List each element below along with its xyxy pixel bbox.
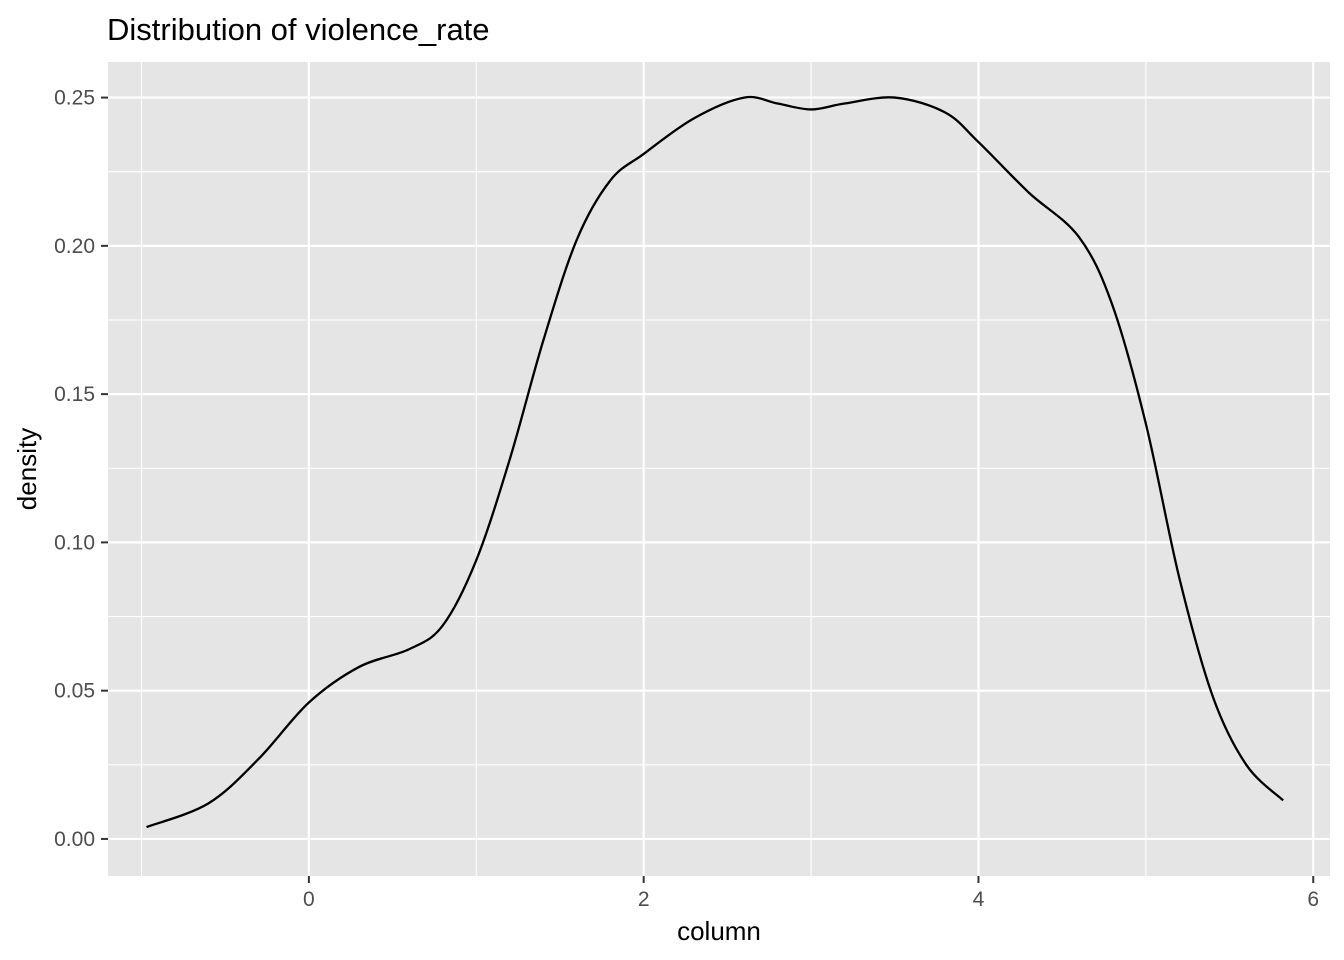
x-axis-title: column [677,916,761,946]
x-axis: 0 2 4 6 [303,876,1319,911]
y-tick-label: 0.25 [54,87,95,110]
x-tick-label: 2 [638,888,650,911]
y-tick-label: 0.15 [54,383,95,406]
y-axis: 0.00 0.05 0.10 0.15 0.20 0.25 [54,87,108,851]
y-tick-label: 0.10 [54,531,95,554]
y-axis-title: density [12,428,42,510]
y-tick-label: 0.00 [54,828,95,851]
x-tick-label: 6 [1307,888,1319,911]
plot-panel [108,62,1330,876]
x-tick-label: 0 [303,888,315,911]
x-tick-label: 4 [973,888,985,911]
minor-gridlines [108,62,1330,876]
major-gridlines [108,62,1330,876]
chart-title: Distribution of violence_rate [107,12,490,47]
density-line [146,95,1284,829]
y-tick-label: 0.05 [54,680,95,703]
y-tick-label: 0.20 [54,235,95,258]
